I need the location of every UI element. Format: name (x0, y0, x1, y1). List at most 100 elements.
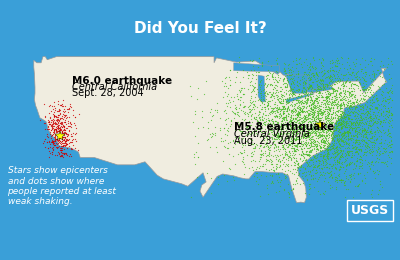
Point (371, 145, 377, 149)
Point (331, 158, 338, 162)
Point (387, 149, 394, 153)
Point (337, 97, 343, 101)
Point (335, 139, 341, 143)
Point (290, 116, 297, 120)
Point (306, 103, 312, 107)
Point (273, 88, 280, 93)
Point (269, 180, 275, 184)
Point (301, 166, 308, 170)
Point (322, 116, 328, 120)
Point (247, 103, 253, 107)
Point (313, 139, 320, 143)
Point (284, 96, 290, 100)
Point (262, 105, 268, 109)
Point (226, 152, 232, 156)
Point (320, 84, 326, 89)
Point (57, 132, 63, 136)
Point (284, 99, 290, 103)
Point (311, 155, 318, 160)
Point (363, 122, 370, 126)
Point (290, 143, 297, 147)
Point (344, 97, 351, 101)
Point (327, 119, 333, 123)
Point (290, 117, 296, 121)
Point (276, 133, 282, 138)
Point (71, 121, 77, 125)
Point (300, 133, 306, 137)
Point (262, 159, 269, 163)
Point (306, 73, 312, 77)
Point (285, 142, 292, 146)
Point (286, 70, 292, 74)
Point (244, 114, 251, 118)
Point (295, 94, 301, 98)
Point (289, 144, 295, 148)
Point (339, 125, 345, 129)
Point (375, 160, 382, 164)
Point (324, 101, 330, 105)
Point (308, 158, 315, 162)
Point (353, 115, 359, 120)
Point (304, 92, 311, 96)
Point (347, 149, 354, 153)
Point (252, 144, 258, 148)
Point (301, 115, 307, 120)
Point (310, 108, 317, 113)
Point (314, 125, 320, 129)
Point (326, 107, 332, 111)
Point (66, 154, 73, 158)
Point (307, 100, 314, 104)
Point (57, 121, 64, 125)
Point (288, 135, 295, 140)
Point (362, 144, 368, 148)
Point (319, 74, 325, 78)
Point (312, 133, 318, 138)
Point (58, 146, 65, 150)
Point (350, 86, 356, 90)
Point (305, 172, 312, 176)
Point (291, 92, 297, 96)
Point (340, 131, 346, 135)
Point (342, 130, 348, 134)
Point (344, 129, 350, 133)
Point (302, 131, 309, 135)
Point (338, 126, 345, 130)
Point (305, 113, 312, 117)
Point (352, 151, 358, 155)
Point (315, 114, 322, 118)
Point (332, 82, 338, 87)
Point (294, 161, 301, 165)
Point (333, 64, 339, 68)
Point (315, 112, 322, 116)
Point (284, 106, 291, 110)
Point (341, 101, 348, 106)
Point (349, 155, 355, 159)
Point (50, 138, 56, 142)
Point (48, 127, 55, 131)
Point (361, 94, 367, 98)
Point (336, 155, 343, 159)
Point (300, 139, 307, 143)
Point (357, 113, 364, 117)
Point (367, 124, 373, 128)
Point (205, 120, 211, 124)
Point (327, 69, 334, 73)
Point (385, 106, 391, 110)
Point (247, 80, 253, 84)
Point (279, 111, 286, 115)
Point (53, 115, 60, 119)
Point (47, 151, 54, 155)
Point (290, 109, 296, 113)
Point (280, 118, 287, 122)
Point (333, 186, 339, 191)
Point (280, 66, 287, 70)
Point (258, 90, 264, 95)
Point (338, 102, 344, 106)
Point (45, 124, 52, 128)
Point (303, 172, 310, 177)
Point (314, 73, 321, 77)
Point (311, 131, 318, 135)
Point (310, 111, 316, 115)
Point (337, 93, 344, 97)
Point (280, 98, 286, 102)
